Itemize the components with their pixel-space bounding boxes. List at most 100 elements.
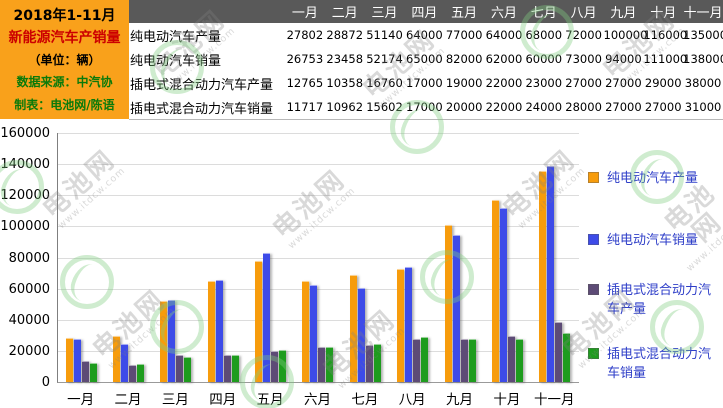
value-cell: 94000 [603, 47, 644, 71]
bar [499, 208, 507, 382]
legend-label: 纯电动汽车产量 [607, 171, 699, 186]
value-cell: 24000 [523, 95, 564, 120]
x-axis: 一月 二月 三月 四月 五月 六月 七月 八月 九月 十月 十一月 [57, 388, 578, 408]
bar [121, 344, 129, 382]
bar [357, 288, 365, 382]
bar-group [247, 133, 294, 382]
y-axis-tick-label: 80000 [8, 250, 50, 266]
gridline [58, 288, 579, 290]
x-axis-label: 二月 [114, 392, 142, 408]
bar-group [58, 133, 105, 382]
x-axis-label: 八月 [398, 392, 426, 408]
bar-groups [58, 133, 579, 382]
bar [81, 361, 89, 382]
month-header-cell: 十月 [643, 0, 684, 23]
value-cell: 29000 [643, 71, 684, 95]
bar-group [200, 133, 247, 382]
value-cell: 72000 [563, 23, 604, 47]
bar [468, 339, 476, 382]
legend-label: 插电式混合动力汽车产量 [607, 283, 712, 317]
chart-legend: 纯电动汽车产量 纯电动汽车销量 插电式混合动力汽车产量 插电式混合动力汽车销量 [588, 119, 722, 408]
gridline [58, 195, 579, 197]
bar [563, 333, 571, 382]
value-cell: 68000 [523, 23, 564, 47]
month-header-cell: 十一月 [683, 0, 723, 23]
value-cell: 31000 [683, 95, 723, 120]
value-cell: 11717 [285, 95, 325, 120]
value-cell: 135000 [683, 23, 723, 47]
month-header-cell: 四月 [404, 0, 445, 23]
month-header-cell: 二月 [324, 0, 365, 23]
month-header-cell: 九月 [603, 0, 644, 23]
y-axis-tick-label: 60000 [8, 281, 50, 297]
bar [373, 344, 381, 382]
value-cell: 16760 [364, 71, 405, 95]
bar [397, 269, 405, 382]
month-header-cell: 三月 [364, 0, 405, 23]
value-cell: 65000 [404, 47, 445, 71]
bar-group [532, 133, 579, 382]
value-cell: 28000 [563, 95, 604, 120]
legend-label: 插电式混合动力汽车销量 [607, 347, 712, 381]
legend-item: 插电式混合动力汽车销量 [588, 345, 722, 383]
info-box: 2018年1-11月 新能源汽车产销量 （单位：辆） 数据来源：中汽协 制表：电… [0, 0, 129, 119]
table-row: 插电式混合动力汽车产量 12765 10358 16760 17000 19000 2200… [129, 71, 723, 95]
bar [215, 280, 223, 382]
y-axis-tick-label: 140000 [0, 157, 50, 173]
month-header-cell: 七月 [523, 0, 564, 23]
legend-swatch [588, 172, 599, 183]
data-source: 数据来源：中汽协 [16, 75, 113, 89]
value-cell: 38000 [683, 71, 723, 95]
value-cell: 15602 [364, 95, 405, 120]
value-cell: 138000 [683, 47, 723, 71]
value-cell: 52174 [364, 47, 405, 71]
value-cell: 51140 [364, 23, 405, 47]
value-cell: 23458 [324, 47, 365, 71]
report-period: 2018年1-11月 [13, 8, 116, 24]
value-cell: 28872 [324, 23, 365, 47]
bar [137, 364, 145, 382]
chart-section: 0 20000 40000 60000 80000 100000 120000 140000 1… [0, 119, 723, 408]
bar [365, 345, 373, 382]
legend-swatch [588, 284, 599, 295]
value-cell: 27000 [603, 95, 644, 120]
x-axis-label: 九月 [446, 392, 474, 408]
value-cell: 82000 [444, 47, 485, 71]
table-header-row: 一月 二月 三月 四月 五月 六月 七月 八月 九月 十月 十一月 [129, 0, 723, 23]
bar [223, 355, 231, 382]
bar [231, 355, 239, 382]
bar [444, 225, 452, 382]
bar-group [153, 133, 200, 382]
x-axis-label: 六月 [303, 392, 331, 408]
month-header-cell: 一月 [285, 0, 325, 23]
bar [207, 281, 215, 382]
y-axis-tick-label: 40000 [8, 312, 50, 328]
bar [413, 339, 421, 382]
bar [555, 322, 563, 382]
bar [271, 351, 279, 382]
value-cell: 26753 [285, 47, 325, 71]
bar [160, 301, 168, 382]
bar-group [105, 133, 152, 382]
x-axis-label: 五月 [256, 392, 284, 408]
table-row: 插电式混合动力汽车销量 11717 10962 15602 17000 20000 2200… [129, 95, 723, 120]
table-row: 纯电动汽车产量 27802 28872 51140 64000 77000 64000 680… [129, 23, 723, 47]
bar-group [390, 133, 437, 382]
table-corner-cell [129, 0, 285, 23]
bar [73, 339, 81, 382]
month-header-cell: 五月 [444, 0, 485, 23]
value-cell: 10962 [324, 95, 365, 120]
x-axis-label: 三月 [161, 392, 189, 408]
value-cell: 22000 [484, 95, 524, 120]
value-cell: 23000 [523, 71, 564, 95]
bar [168, 300, 176, 382]
y-axis-tick-label: 160000 [0, 126, 50, 141]
value-cell: 64000 [404, 23, 445, 47]
bar [279, 350, 287, 382]
x-axis-label: 七月 [351, 392, 379, 408]
gridline [58, 257, 579, 259]
row-label: 纯电动汽车产量 [129, 23, 285, 47]
y-axis-tick-label: 20000 [8, 343, 50, 359]
bar [421, 337, 429, 382]
bar-group [295, 133, 342, 382]
